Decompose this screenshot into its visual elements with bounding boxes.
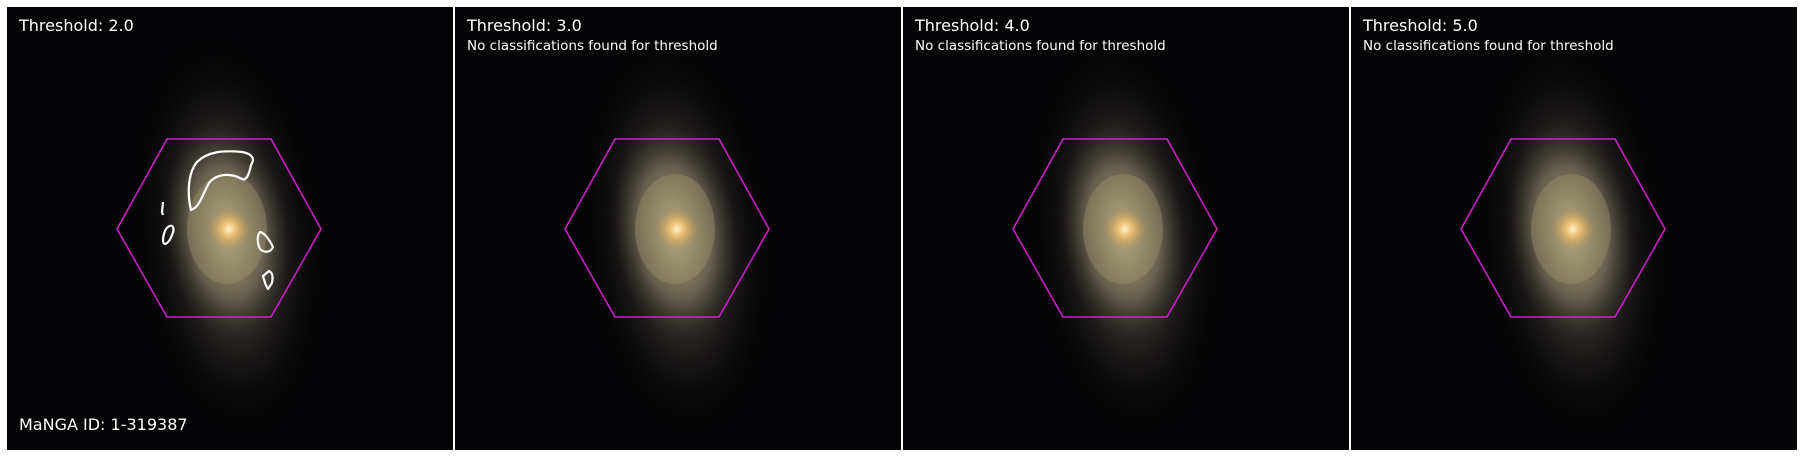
no-classifications-note: No classifications found for threshold bbox=[467, 38, 718, 54]
ifu-hexagon bbox=[1012, 138, 1218, 318]
panel-title: Threshold: 5.0 bbox=[1363, 16, 1478, 35]
panel-title: Threshold: 3.0 bbox=[467, 16, 582, 35]
galaxy-image bbox=[1351, 7, 1797, 450]
contour-region bbox=[160, 201, 165, 216]
ifu-hexagon bbox=[564, 138, 770, 318]
panel-title: Threshold: 2.0 bbox=[19, 16, 134, 35]
panel-threshold-2: Threshold: 2.0 MaNGA ID: 1-319387 bbox=[7, 7, 453, 450]
manga-id-label: MaNGA ID: 1-319387 bbox=[19, 415, 188, 434]
no-classifications-note: No classifications found for threshold bbox=[915, 38, 1166, 54]
classification-contours bbox=[160, 150, 275, 291]
contour-region bbox=[187, 150, 254, 212]
ifu-hexagon bbox=[1460, 138, 1666, 318]
panel-title: Threshold: 4.0 bbox=[915, 16, 1030, 35]
contour-region bbox=[161, 224, 175, 245]
panel-threshold-5: Threshold: 5.0 No classifications found … bbox=[1351, 7, 1797, 450]
panel-threshold-4: Threshold: 4.0 No classifications found … bbox=[903, 7, 1349, 450]
ifu-hexagon bbox=[116, 138, 322, 318]
contour-region bbox=[256, 230, 275, 253]
panel-threshold-3: Threshold: 3.0 No classifications found … bbox=[455, 7, 901, 450]
no-classifications-note: No classifications found for threshold bbox=[1363, 38, 1614, 54]
galaxy-image bbox=[455, 7, 901, 450]
contour-region bbox=[261, 269, 274, 291]
galaxy-image bbox=[7, 7, 453, 450]
galaxy-image bbox=[903, 7, 1349, 450]
